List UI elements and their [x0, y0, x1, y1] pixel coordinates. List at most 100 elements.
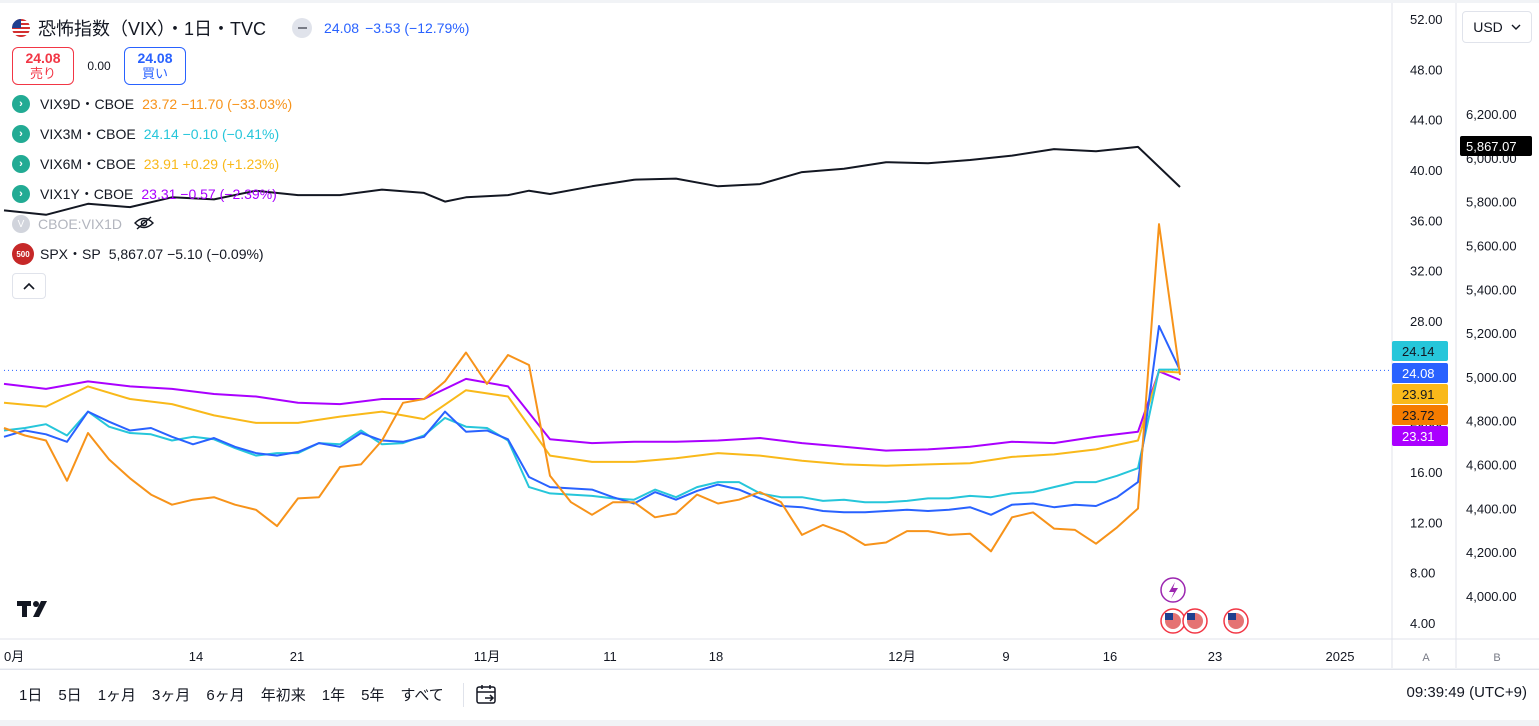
- timeframe-6m[interactable]: 6ヶ月: [206, 687, 245, 704]
- chart-canvas[interactable]: 52.0048.0044.0040.0036.0032.0028.0024.00…: [0, 3, 1539, 668]
- trade-panel: 24.08 売り 0.00 24.08 買い: [12, 43, 469, 89]
- left-axis-tick: 12.00: [1410, 515, 1443, 530]
- x-axis-tick: 21: [290, 649, 304, 664]
- chevron-down-icon: [1511, 24, 1521, 30]
- legend-values: 23.72 −11.70 (−33.03%): [142, 96, 293, 112]
- legend-symbol: VIX1Y・CBOE: [40, 186, 134, 202]
- vix-line[interactable]: [3, 325, 1181, 516]
- price-tag: 23.72: [1402, 408, 1435, 423]
- x-axis-tick: 18: [709, 649, 723, 664]
- x-axis-tick: 2025: [1326, 649, 1355, 664]
- timeframe-1m[interactable]: 1ヶ月: [97, 687, 137, 704]
- main-price: 24.08: [324, 20, 360, 36]
- sp500-logo-icon: 500: [12, 243, 34, 265]
- legend-item-spx[interactable]: 500 SPX・SP 5,867.07 −5.10 (−0.09%): [12, 239, 469, 269]
- us-flag-canton: [1187, 613, 1195, 620]
- price-tag: 23.91: [1402, 387, 1435, 402]
- right-axis-tick: 4,800.00: [1466, 414, 1517, 429]
- timeframe-5y[interactable]: 5年: [361, 687, 385, 704]
- x-axis-tick: 23: [1208, 649, 1222, 664]
- legend: 恐怖指数（VIX）・1日・TVC 24.08 −3.53 (−12.79%) 2…: [12, 13, 469, 299]
- vix1y-line[interactable]: [3, 370, 1181, 452]
- x-axis-tick: 9: [1002, 649, 1009, 664]
- sell-button[interactable]: 24.08 売り: [12, 47, 74, 85]
- legend-item-vix6m[interactable]: › VIX6M・CBOE 23.91 +0.29 (+1.23%): [12, 149, 469, 179]
- scale-b-label[interactable]: B: [1493, 652, 1500, 664]
- lightning-icon: [1169, 582, 1178, 599]
- eye-off-icon[interactable]: [134, 215, 155, 233]
- vix3m-line[interactable]: [3, 368, 1180, 504]
- tradingview-logo[interactable]: [17, 599, 55, 624]
- timeframe-selector: 1日 5日 1ヶ月 3ヶ月 6ヶ月 年初来 1年 5年 すべて: [12, 680, 500, 709]
- price-tag-bg: [1392, 341, 1448, 361]
- legend-item-vix1d[interactable]: V CBOE:VIX1D: [12, 209, 469, 239]
- right-axis-tick: 5,200.00: [1466, 326, 1517, 341]
- left-axis-tick: 32.00: [1410, 264, 1443, 279]
- vix9d-line[interactable]: [3, 223, 1181, 553]
- legend-symbol: VIX9D・CBOE: [40, 96, 135, 112]
- buy-button[interactable]: 24.08 買い: [124, 47, 186, 85]
- scale-a-label[interactable]: A: [1422, 652, 1430, 664]
- timeframe-5d[interactable]: 5日: [58, 687, 82, 704]
- collapse-legend-button[interactable]: [12, 273, 46, 299]
- sell-label: 売り: [29, 66, 56, 81]
- left-axis-tick: 16.00: [1410, 465, 1443, 480]
- clock[interactable]: 09:39:49 (UTC+9): [1406, 684, 1527, 701]
- timeframe-all[interactable]: すべて: [400, 687, 444, 704]
- us-flag-canton: [1228, 613, 1236, 620]
- right-axis-tick: 5,800.00: [1466, 195, 1517, 210]
- left-axis-tick: 52.00: [1410, 12, 1443, 27]
- timeframe-1d[interactable]: 1日: [19, 687, 43, 704]
- date-range-button[interactable]: [474, 683, 500, 707]
- spx-line[interactable]: [3, 145, 1181, 216]
- legend-symbol: VIX3M・CBOE: [40, 126, 136, 142]
- cboe-logo-icon: ›: [12, 95, 30, 113]
- price-tag-bg: [1392, 363, 1448, 383]
- timeframe-ytd[interactable]: 年初来: [260, 687, 306, 704]
- left-axis-tick: 4.00: [1410, 616, 1435, 631]
- legend-symbol: CBOE:VIX1D: [38, 216, 123, 232]
- price-tag-bg: [1392, 384, 1448, 404]
- right-axis-tick: 6,200.00: [1466, 107, 1517, 122]
- legend-item-vix9d[interactable]: › VIX9D・CBOE 23.72 −11.70 (−33.03%): [12, 89, 469, 119]
- sell-price: 24.08: [25, 50, 61, 66]
- x-axis-tick: 0月: [4, 649, 24, 664]
- toolbar-divider: [462, 682, 464, 707]
- tradingview-logo-icon: [17, 601, 47, 617]
- left-axis-tick: 40.00: [1410, 163, 1443, 178]
- left-price-scale[interactable]: [1392, 3, 1456, 668]
- left-axis-tick: 44.00: [1410, 113, 1443, 128]
- x-axis-tick: 11: [603, 649, 617, 664]
- cboe-logo-icon: ›: [12, 125, 30, 143]
- legend-values: 5,867.07 −5.10 (−0.09%): [108, 246, 264, 262]
- right-axis-tick: 5,000.00: [1466, 370, 1517, 385]
- right-axis-tick: 4,000.00: [1466, 589, 1517, 604]
- symbol-title[interactable]: 恐怖指数（VIX）・1日・TVC: [38, 19, 267, 39]
- chevron-up-icon: [23, 282, 35, 290]
- symbol-header: 恐怖指数（VIX）・1日・TVC 24.08 −3.53 (−12.79%): [12, 13, 469, 43]
- price-tag-bg: [1392, 426, 1448, 446]
- hide-series-button[interactable]: [292, 18, 313, 38]
- timeframe-3m[interactable]: 3ヶ月: [152, 687, 191, 704]
- legend-item-vix1y[interactable]: › VIX1Y・CBOE 23.31 −0.57 (−2.39%): [12, 179, 469, 209]
- left-axis-tick: 8.00: [1410, 566, 1435, 581]
- right-axis-tick: 5,400.00: [1466, 282, 1517, 297]
- cboe-logo-icon: ›: [12, 155, 30, 173]
- timeframe-1y[interactable]: 1年: [321, 687, 346, 704]
- currency-button[interactable]: USD: [1462, 11, 1532, 43]
- bottom-toolbar: 1日 5日 1ヶ月 3ヶ月 6ヶ月 年初来 1年 5年 すべて 09:39:49…: [0, 669, 1539, 720]
- chart-panel[interactable]: 52.0048.0044.0040.0036.0032.0028.0024.00…: [0, 3, 1539, 668]
- cboe-logo-icon: V: [12, 215, 30, 233]
- vix6m-line[interactable]: [3, 370, 1181, 467]
- legend-symbol: SPX・SP: [40, 246, 101, 262]
- spx-price-tag: 5,867.07: [1466, 139, 1517, 154]
- buy-price: 24.08: [137, 50, 173, 66]
- us-flag-canton: [1165, 613, 1173, 620]
- left-axis-tick: 48.00: [1410, 62, 1443, 77]
- legend-item-vix3m[interactable]: › VIX3M・CBOE 24.14 −0.10 (−0.41%): [12, 119, 469, 149]
- legend-values: 23.31 −0.57 (−2.39%): [141, 186, 277, 202]
- left-axis-tick: 36.00: [1410, 213, 1443, 228]
- calendar-range-icon: [476, 684, 496, 704]
- currency-label: USD: [1473, 19, 1503, 35]
